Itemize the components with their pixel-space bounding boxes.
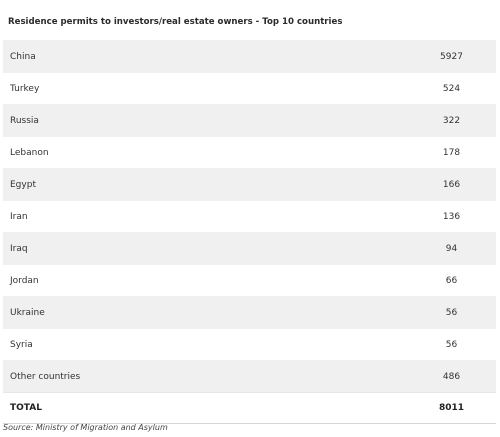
value-cell: 166 [442, 179, 461, 190]
country-cell: Other countries [10, 371, 81, 382]
value-cell: 56 [445, 339, 458, 350]
country-cell: Egypt [10, 179, 36, 190]
country-cell: China [10, 51, 36, 62]
table-row: Iran 136 [3, 200, 496, 232]
table-row: Iraq 94 [3, 232, 496, 264]
table-body: China 5927 Turkey 524 Russia 322 Lebanon 178 Egy… [3, 40, 496, 392]
table-row: Other countries 486 [3, 360, 496, 392]
permits-table: Residence permits to investors/real esta… [3, 4, 496, 424]
table-row: Syria 56 [3, 328, 496, 360]
table-row: Ukraine 56 [3, 296, 496, 328]
table-row: Egypt 166 [3, 168, 496, 200]
value-cell: 486 [442, 371, 461, 382]
table-row: Turkey 524 [3, 72, 496, 104]
value-cell: 94 [445, 243, 458, 254]
total-label: TOTAL [10, 403, 42, 413]
table-row: Russia 322 [3, 104, 496, 136]
country-cell: Turkey [10, 83, 40, 94]
total-row: TOTAL 8011 [3, 392, 496, 424]
value-cell: 5927 [440, 51, 463, 62]
country-cell: Lebanon [10, 147, 49, 158]
source-note: Source: Ministry of Migration and Asylum [3, 423, 168, 432]
country-cell: Russia [10, 115, 39, 126]
total-value: 8011 [438, 403, 465, 413]
country-cell: Iran [10, 211, 28, 222]
value-cell: 178 [442, 147, 461, 158]
country-cell: Ukraine [10, 307, 45, 318]
value-cell: 56 [445, 307, 458, 318]
country-cell: Jordan [10, 275, 39, 286]
value-cell: 524 [442, 83, 461, 94]
value-cell: 136 [442, 211, 461, 222]
table-title: Residence permits to investors/real esta… [3, 4, 496, 40]
country-cell: Syria [10, 339, 33, 350]
table-row: China 5927 [3, 40, 496, 72]
table-row: Lebanon 178 [3, 136, 496, 168]
country-cell: Iraq [10, 243, 28, 254]
table-row: Jordan 66 [3, 264, 496, 296]
value-cell: 322 [442, 115, 461, 126]
value-cell: 66 [445, 275, 458, 286]
